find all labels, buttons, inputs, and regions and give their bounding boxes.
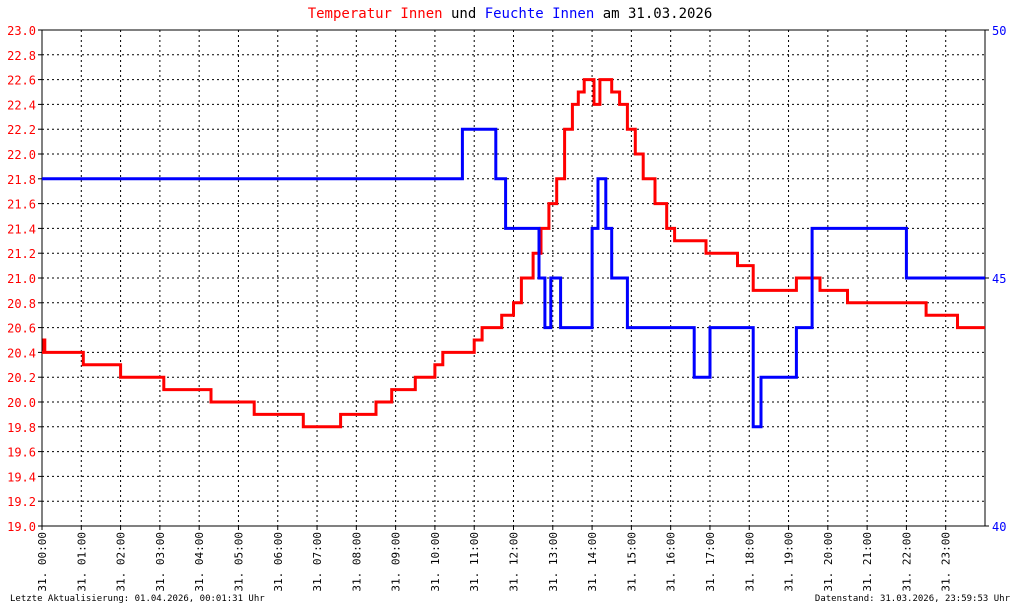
chart-title-part: Temperatur Innen	[308, 6, 443, 22]
x-tick-label: 31. 23:00	[940, 532, 953, 592]
y-left-tick-label: 20.4	[7, 346, 36, 360]
y-left-tick-label: 21.4	[7, 222, 36, 236]
y-right-axis: 50 45 40	[985, 24, 1006, 534]
series-line-humidity	[42, 127, 985, 429]
x-tick-label: 31. 11:00	[468, 532, 481, 592]
x-tick-label: 31. 02:00	[115, 532, 128, 592]
x-tick-label: 31. 17:00	[704, 532, 717, 592]
series-line-temperature	[42, 78, 985, 429]
chart-title-part: am 31.03.2026	[594, 6, 712, 22]
y-right-tick-label: 45	[992, 272, 1006, 286]
chart-title-part: und	[443, 6, 485, 22]
x-tick-label: 31. 09:00	[390, 532, 403, 592]
x-tick-label: 31. 13:00	[547, 532, 560, 592]
y-left-axis: 23.0 22.8 22.6 22.4 22.2 22.0 21.8 21.6 21.4 21.2…	[7, 24, 42, 534]
y-left-tick-label: 21.8	[7, 173, 36, 187]
y-left-tick-label: 22.8	[7, 49, 36, 63]
x-tick-label: 31. 01:00	[75, 532, 88, 592]
y-left-tick-label: 21.2	[7, 247, 36, 261]
x-tick-label: 31. 19:00	[783, 532, 796, 592]
x-tick-label: 31. 10:00	[429, 532, 442, 592]
x-tick-label: 31. 00:00	[36, 532, 49, 592]
y-left-tick-label: 19.4	[7, 470, 36, 484]
x-tick-label: 31. 07:00	[311, 532, 324, 592]
footer-left-text: Letzte Aktualisierung: 01.04.2026, 00:01…	[10, 594, 265, 604]
y-left-tick-label: 19.0	[7, 520, 36, 534]
footer-right-text: Datenstand: 31.03.2026, 23:59:53 Uhr	[815, 594, 1011, 604]
y-left-tick-label: 20.6	[7, 322, 36, 336]
x-tick-label: 31. 04:00	[193, 532, 206, 592]
x-tick-label: 31. 12:00	[508, 532, 521, 592]
x-axis: 31. 00:00 31. 01:00 31. 02:00 31. 03:00 31. …	[36, 526, 953, 592]
x-tick-label: 31. 22:00	[900, 532, 913, 592]
y-left-tick-label: 23.0	[7, 24, 36, 38]
x-tick-label: 31. 16:00	[665, 532, 678, 592]
chart-title: Temperatur Innen und Feuchte Innen am 31…	[308, 6, 713, 22]
y-left-tick-label: 21.6	[7, 198, 36, 212]
y-left-tick-label: 21.0	[7, 272, 36, 286]
x-tick-label: 31. 15:00	[625, 532, 638, 592]
x-tick-label: 31. 05:00	[232, 532, 245, 592]
y-left-tick-label: 22.4	[7, 98, 36, 112]
y-left-tick-label: 20.2	[7, 371, 36, 385]
y-left-tick-label: 19.6	[7, 446, 36, 460]
y-left-tick-label: 22.6	[7, 74, 36, 88]
y-left-tick-label: 20.0	[7, 396, 36, 410]
chart-title-part: Feuchte Innen	[485, 6, 595, 22]
grid-layer	[42, 30, 985, 526]
y-left-tick-label: 19.8	[7, 421, 36, 435]
y-left-tick-label: 22.2	[7, 123, 36, 137]
x-tick-label: 31. 03:00	[154, 532, 167, 592]
y-right-tick-label: 40	[992, 520, 1006, 534]
y-left-tick-label: 20.8	[7, 297, 36, 311]
x-tick-label: 31. 18:00	[743, 532, 756, 592]
x-tick-label: 31. 20:00	[822, 532, 835, 592]
series-layer	[42, 78, 985, 429]
y-left-tick-label: 22.0	[7, 148, 36, 162]
x-tick-label: 31. 06:00	[272, 532, 285, 592]
x-tick-label: 31. 08:00	[350, 532, 363, 592]
y-right-tick-label: 50	[992, 24, 1006, 38]
y-left-tick-label: 19.2	[7, 495, 36, 509]
x-tick-label: 31. 21:00	[861, 532, 874, 592]
x-tick-label: 31. 14:00	[586, 532, 599, 592]
